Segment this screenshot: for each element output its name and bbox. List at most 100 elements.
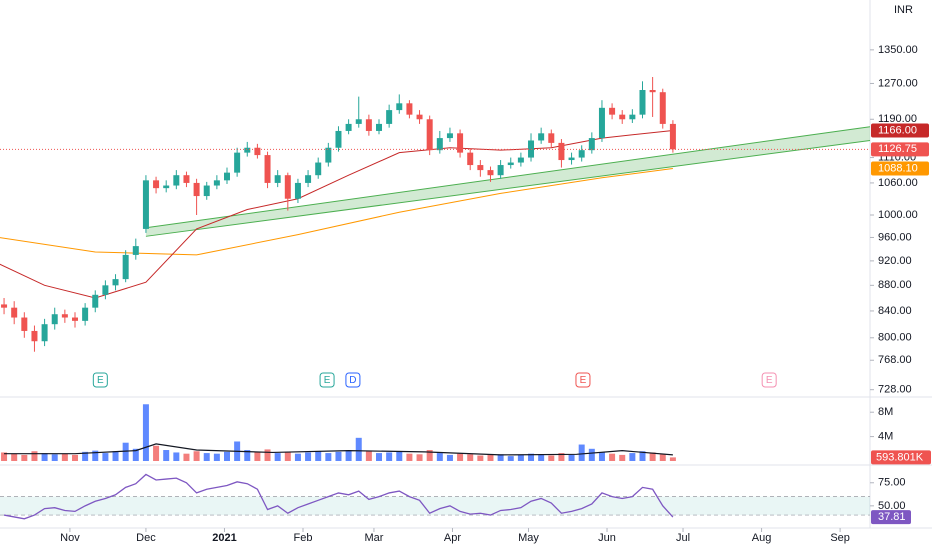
event-label: E [580, 375, 587, 386]
candle-body [203, 185, 210, 197]
volume-bar [406, 453, 413, 461]
candle-body [467, 152, 474, 166]
event-label: E [97, 375, 104, 386]
candle-body [588, 138, 595, 151]
event-marker [345, 372, 361, 388]
rsi-band [0, 496, 870, 516]
candle-body [376, 123, 383, 131]
volume-bar [487, 454, 494, 461]
candle-body [132, 246, 139, 255]
volume-bar [325, 453, 332, 461]
volume-bar [264, 449, 271, 461]
volume-bar [102, 453, 109, 461]
volume-bar [568, 454, 575, 461]
volume-bar [11, 453, 18, 461]
y-tick-label: 880.00 [878, 279, 912, 291]
candle-body [153, 180, 160, 189]
candle-body [386, 110, 393, 124]
volume-bar [1, 452, 8, 461]
candle-body [102, 285, 109, 295]
x-tick-label: May [518, 532, 539, 544]
y-tick-label: 960.00 [878, 231, 912, 243]
y-tick-label: 1000.00 [878, 209, 918, 221]
candle-body [416, 114, 423, 120]
x-tick-label: Jul [676, 532, 690, 544]
y-tick-label: 920.00 [878, 255, 912, 267]
volume-bar [528, 453, 535, 461]
candle-body [345, 123, 352, 131]
candle-body [284, 175, 291, 199]
event-label: E [324, 375, 331, 386]
volume-bar [274, 453, 281, 461]
volume-bar [173, 452, 180, 461]
candle-body [477, 165, 484, 171]
candle-body [163, 185, 170, 189]
rsi-line [3, 473, 674, 520]
candle-body [264, 155, 271, 183]
candle-body [31, 330, 38, 342]
volume-bar [224, 451, 231, 461]
candle-body [568, 157, 575, 161]
y-tick-label: 840.00 [878, 305, 912, 317]
candle-body [315, 162, 322, 176]
moving-average [0, 129, 673, 299]
candle-body [183, 175, 190, 183]
candle-body [51, 314, 58, 325]
candle-body [396, 103, 403, 111]
y-tick-label: 1350.00 [878, 44, 918, 56]
volume-bar [507, 456, 514, 461]
event-marker [761, 372, 777, 388]
x-tick-label: Mar [364, 532, 383, 544]
candle-body [41, 324, 48, 342]
candle-body [629, 114, 636, 120]
candle-body [122, 254, 129, 280]
x-tick-label: Dec [136, 532, 156, 544]
volume-bar [416, 454, 423, 461]
axis-value-box [871, 123, 929, 138]
axis-value-label: 1088.10 [878, 162, 918, 174]
y-tick-label: 768.00 [878, 354, 912, 366]
x-tick-label: Feb [294, 532, 313, 544]
x-tick-label: Nov [60, 532, 80, 544]
candle-body [649, 90, 656, 93]
volume-bar [639, 451, 646, 461]
candle-body [436, 138, 443, 151]
candle-body [11, 307, 18, 318]
volume-bar [254, 452, 261, 461]
candle-body [548, 133, 555, 143]
volume-bar [132, 448, 139, 461]
candle-body [335, 130, 342, 148]
candle-body [224, 172, 231, 181]
candle-body [193, 182, 200, 197]
volume-bar [457, 453, 464, 461]
y-tick-label: 1190.00 [878, 113, 917, 125]
volume-bar [376, 453, 383, 461]
event-marker [92, 372, 108, 388]
candle-body [538, 133, 545, 141]
candle-body [517, 157, 524, 163]
channel-lower [145, 139, 871, 237]
axis-value-box [871, 450, 931, 465]
event-marker [575, 372, 591, 388]
candle-body [497, 165, 504, 176]
candle-body [61, 314, 68, 318]
candle-body [355, 119, 362, 124]
candle-body [487, 170, 494, 176]
channel-upper [145, 126, 871, 229]
volume-bar [82, 451, 89, 461]
event-label: D [349, 375, 356, 386]
volume-bar [609, 453, 616, 461]
axis-value-label: 37.81 [878, 511, 906, 523]
candle-body [598, 107, 605, 139]
x-tick-label: Jun [598, 532, 616, 544]
volume-bar [649, 452, 656, 461]
trend-channel [145, 126, 870, 237]
candle-body [1, 304, 8, 308]
candle-body [173, 175, 180, 186]
candle-body [305, 175, 312, 183]
candle-body [365, 119, 372, 131]
axis-value-box [871, 161, 929, 176]
candle-body [142, 180, 149, 229]
volume-average [4, 443, 673, 456]
